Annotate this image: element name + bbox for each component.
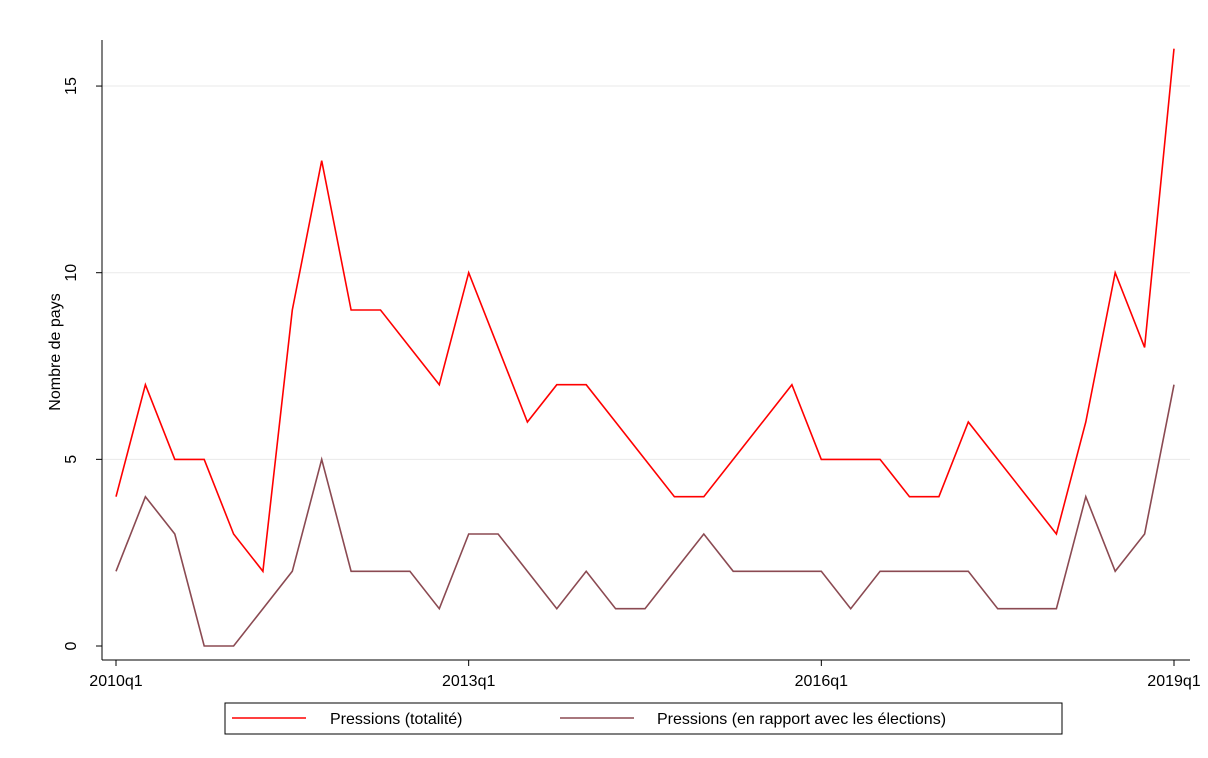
y-tick-label: 0: [63, 641, 80, 650]
x-tick-label: 2010q1: [89, 673, 142, 690]
legend-label-elections: Pressions (en rapport avec les élections…: [657, 711, 946, 728]
series-lines: [115, 48, 1175, 647]
x-tick-label: 2013q1: [442, 673, 495, 690]
y-tick-label: 15: [63, 77, 80, 95]
y-axis-label: Nombre de pays: [47, 293, 64, 410]
legend: Pressions (totalité) Pressions (en rappo…: [224, 702, 1063, 735]
y-tick-label: 5: [63, 455, 80, 464]
legend-box: [224, 702, 1063, 735]
axes: 0 5 10 15 2010q1 2013q1 2016q1 2019q1: [63, 40, 1201, 690]
y-tick-label: 10: [63, 264, 80, 282]
gridlines: [102, 85, 1190, 460]
series-line-1: [115, 384, 1175, 647]
x-tick-label: 2016q1: [795, 673, 848, 690]
series-line-0: [115, 48, 1175, 574]
x-tick-label: 2019q1: [1147, 673, 1200, 690]
legend-label-totalite: Pressions (totalité): [330, 711, 463, 728]
